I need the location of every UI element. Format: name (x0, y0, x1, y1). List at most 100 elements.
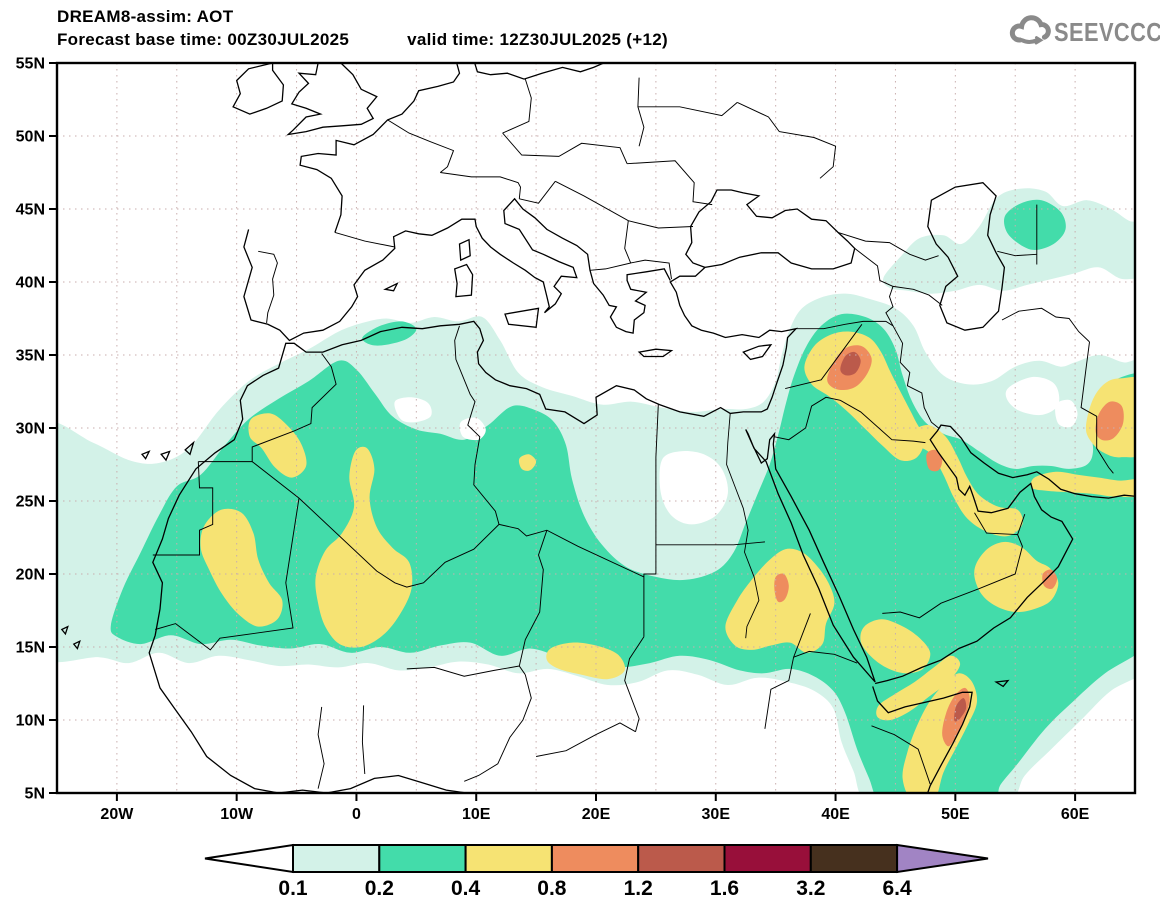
colorbar-label: 0.2 (365, 877, 394, 900)
country-border (198, 353, 337, 463)
base-time-label: Forecast base time: 00Z30JUL2025 (57, 30, 350, 49)
coastline (299, 63, 461, 233)
country-border (892, 285, 943, 306)
country-border (152, 461, 214, 556)
colorbar-label: 6.4 (882, 877, 912, 900)
seevccc-logo: SEEVCCC (1009, 15, 1160, 47)
aot-region-01 (883, 188, 1135, 294)
y-tick-label: 45N (16, 202, 45, 219)
y-tick-label: 40N (16, 275, 45, 292)
y-tick-label: 30N (16, 421, 45, 438)
x-tick-label: 40E (821, 806, 850, 823)
y-tick-label: 20N (16, 567, 45, 584)
coastline (637, 348, 674, 358)
coastline (872, 686, 973, 793)
country-border (837, 231, 939, 261)
country-border (387, 119, 455, 173)
country-border (655, 541, 765, 546)
colorbar: 0.1 0.2 0.4 0.8 1.2 1.6 3.2 6.4 (204, 843, 989, 900)
aot-region-04 (546, 642, 626, 680)
country-border (974, 512, 1018, 536)
coastline (458, 238, 471, 262)
country-border (624, 220, 672, 280)
x-tick-label: 60E (1061, 806, 1090, 823)
colorbar-above-arrow (896, 843, 989, 874)
colorbar-bin (637, 844, 726, 873)
y-tick-label: 35N (16, 348, 45, 365)
valid-time-label: valid time: 12Z30JUL2025 (+12) (407, 30, 668, 49)
coastline (874, 424, 1135, 685)
country-border (502, 78, 532, 134)
coastline (148, 189, 856, 793)
header-times: Forecast base time: 00Z30JUL2025 valid t… (57, 28, 668, 51)
country-border (1080, 341, 1114, 474)
aot-region-08 (774, 573, 789, 603)
aot-region-01 (394, 397, 432, 423)
colorbar-label: 1.6 (710, 877, 739, 900)
country-border (155, 498, 300, 651)
country-border (519, 181, 556, 204)
country-border (627, 160, 713, 206)
aot-region-01 (1005, 376, 1060, 416)
country-border (764, 613, 811, 729)
y-tick-label: 5N (25, 786, 45, 803)
y-tick-label: 25N (16, 494, 45, 511)
country-border (997, 250, 1037, 257)
aot-region-01 (659, 451, 728, 525)
colorbar-below-arrow (204, 843, 294, 874)
coastline (60, 625, 69, 636)
x-tick-label: 30E (702, 806, 731, 823)
colorbar-bin (378, 844, 467, 873)
x-tick-label: 20W (100, 806, 134, 823)
coastline (474, 63, 606, 80)
country-border (1001, 307, 1090, 343)
country-border (498, 523, 645, 578)
aot-region-08 (926, 449, 943, 472)
country-border (637, 102, 738, 117)
country-border (774, 396, 926, 444)
coastline (927, 182, 1006, 331)
country-border (502, 132, 628, 164)
country-border (624, 636, 645, 732)
country-border (536, 722, 636, 757)
country-border (317, 706, 325, 789)
header: DREAM8-assim: AOT Forecast base time: 00… (57, 5, 668, 51)
country-border (258, 250, 278, 323)
colorbar-label: 1.2 (624, 877, 653, 900)
aot-region-01 (1055, 399, 1078, 428)
coastline (184, 440, 195, 456)
coastline (243, 197, 671, 342)
contour-fills (57, 63, 1135, 793)
colorbar-bin (550, 844, 640, 873)
coastline (994, 679, 1010, 688)
colorbar-bin (464, 844, 553, 873)
aot-region-12 (840, 351, 861, 376)
coastline (286, 63, 378, 136)
coastline (504, 307, 540, 329)
country-border (440, 172, 521, 199)
y-tick-label: 15N (16, 640, 45, 657)
coastline (72, 639, 81, 650)
y-tick-label: 55N (16, 56, 45, 73)
x-tick-label: 10E (462, 806, 491, 823)
aot-region-01 (459, 417, 486, 441)
y-tick-label: 10N (16, 713, 45, 730)
logo-text: SEEVCCC (1054, 18, 1160, 47)
country-border (737, 101, 837, 179)
axis-ticks-labels: 55N 50N 45N 40N 35N 30N 25N 20N 15N 10N 5N 20W 10W 0 1… (16, 56, 1090, 824)
colorbar-bin (809, 844, 899, 873)
aot-region-04 (200, 508, 283, 627)
coastline (742, 343, 773, 361)
coastline (232, 63, 285, 115)
coastline (745, 429, 876, 683)
colorbar-bin (723, 844, 812, 873)
country-border (361, 705, 366, 775)
colorbar-bin (292, 844, 381, 873)
aot-region-04 (518, 454, 537, 471)
basemap (60, 63, 1135, 793)
aot-region-04 (315, 446, 413, 648)
country-border (643, 404, 659, 637)
x-tick-label: 20E (582, 806, 611, 823)
colorbar-label: 0.1 (278, 877, 308, 900)
